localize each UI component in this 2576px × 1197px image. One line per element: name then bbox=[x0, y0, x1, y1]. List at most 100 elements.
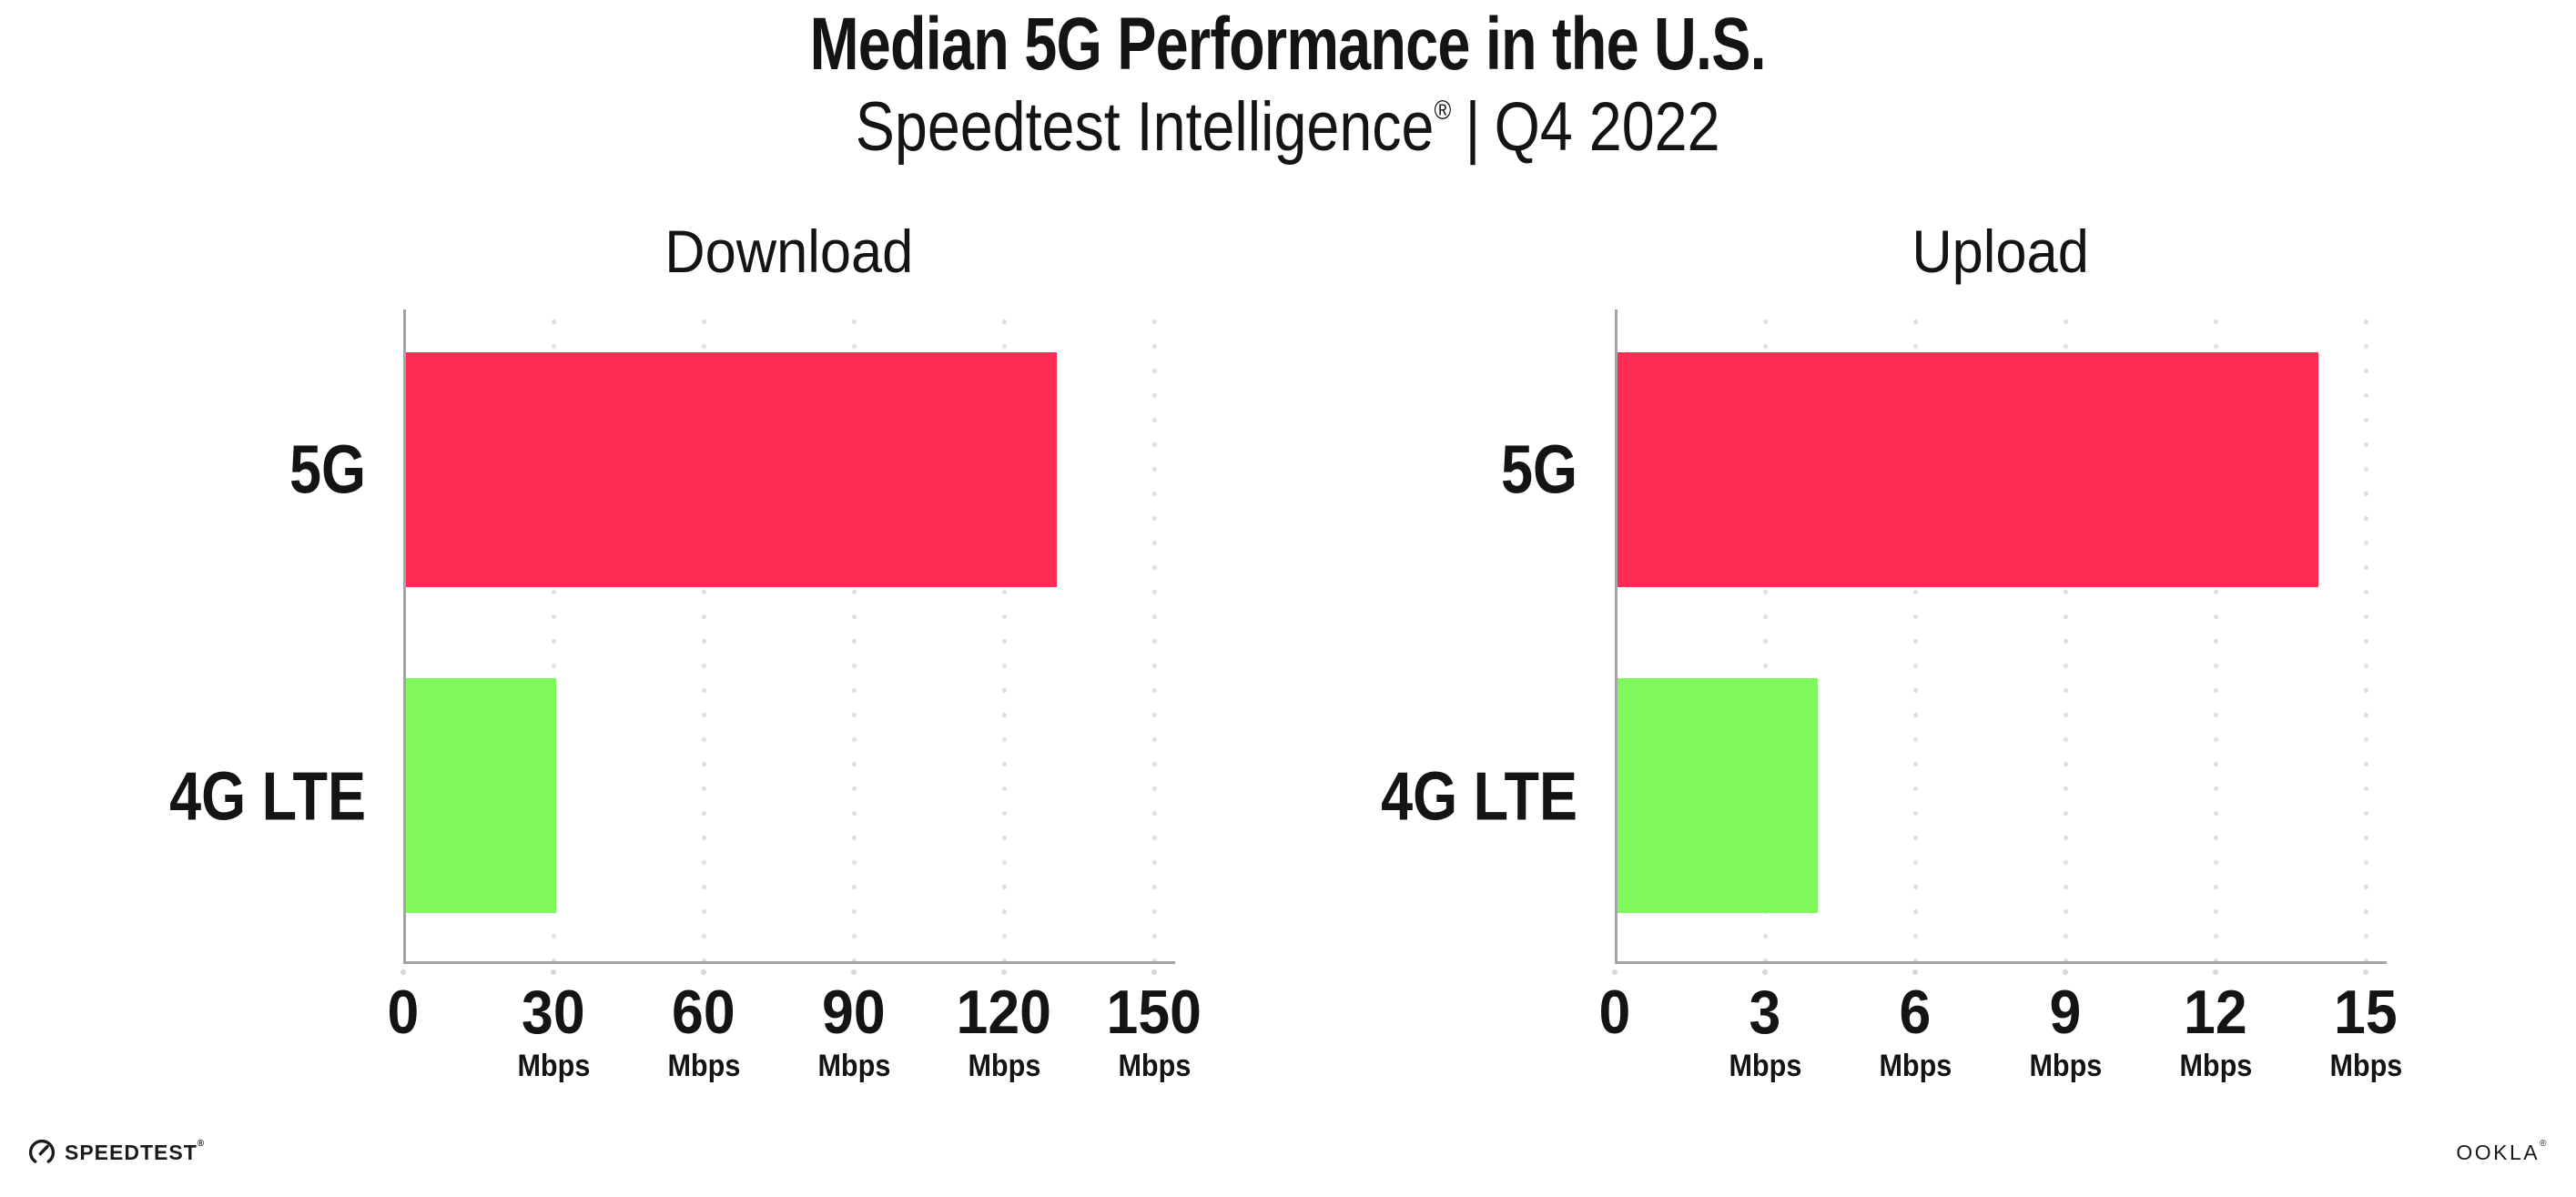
x-tick-value: 9 bbox=[1983, 981, 2147, 1043]
axis-tick-dot-9 bbox=[2063, 969, 2068, 975]
x-tick-label-0: 0 bbox=[321, 981, 485, 1043]
gridline-30 bbox=[552, 309, 556, 961]
speedtest-gauge-icon bbox=[28, 1139, 56, 1166]
axis-tick-dot-3 bbox=[1762, 969, 1768, 975]
x-tick-label-90: 90 Mbps bbox=[772, 981, 936, 1081]
x-tick-value: 0 bbox=[1533, 981, 1697, 1043]
gridline-12 bbox=[2214, 309, 2218, 961]
speedtest-logo: SPEEDTEST® bbox=[27, 1138, 205, 1167]
x-tick-value-text: 0 bbox=[1598, 978, 1631, 1047]
upload-panel-title-text: Upload bbox=[1912, 218, 2090, 285]
x-tick-label-30: 30 Mbps bbox=[472, 981, 635, 1081]
x-tick-value: 30 bbox=[472, 981, 635, 1043]
category-label-text: 4G LTE bbox=[169, 757, 366, 835]
x-tick-label-9: 9 Mbps bbox=[1983, 981, 2147, 1081]
gridline-9 bbox=[2064, 309, 2068, 961]
x-tick-value-text: 9 bbox=[2049, 978, 2082, 1047]
axis-tick-dot-150 bbox=[1151, 969, 1157, 975]
chart-title: Median 5G Performance in the U.S. bbox=[0, 5, 2576, 84]
category-label-text: 4G LTE bbox=[1381, 757, 1577, 835]
speedtest-logo-text: SPEEDTEST® bbox=[65, 1138, 206, 1165]
footer: SPEEDTEST® OOKLA® bbox=[27, 1132, 2549, 1172]
x-tick-value-text: 0 bbox=[387, 978, 420, 1047]
x-tick-value-text: 30 bbox=[522, 978, 585, 1047]
x-tick-value-text: 3 bbox=[1749, 978, 1781, 1047]
category-label-4g-lte: 4G LTE bbox=[132, 757, 366, 835]
x-tick-unit-text: Mbps bbox=[2329, 1049, 2402, 1083]
x-tick-unit-text: Mbps bbox=[1729, 1049, 1801, 1083]
x-tick-label-60: 60 Mbps bbox=[622, 981, 786, 1081]
download-panel-title-text: Download bbox=[664, 218, 914, 285]
upload-x-axis-line bbox=[1615, 961, 2387, 964]
category-label-4g-lte: 4G LTE bbox=[1344, 757, 1577, 835]
x-tick-value-text: 150 bbox=[1106, 978, 1202, 1047]
download-y-axis-line bbox=[403, 309, 406, 964]
bar-5g bbox=[406, 352, 1057, 587]
x-tick-unit-text: Mbps bbox=[817, 1049, 890, 1083]
x-tick-value: 3 bbox=[1683, 981, 1847, 1043]
bar-4g-lte bbox=[1618, 678, 1818, 913]
x-tick-value: 150 bbox=[1072, 981, 1236, 1043]
speedtest-wordmark: SPEEDTEST bbox=[65, 1140, 198, 1164]
x-tick-unit: Mbps bbox=[622, 1050, 786, 1081]
x-tick-value: 15 bbox=[2284, 981, 2448, 1043]
x-tick-unit-text: Mbps bbox=[1879, 1049, 1952, 1083]
ookla-wordmark: OOKLA bbox=[2456, 1140, 2541, 1164]
x-tick-unit: Mbps bbox=[1683, 1050, 1847, 1081]
x-tick-unit-text: Mbps bbox=[2179, 1049, 2252, 1083]
gridline-150 bbox=[1152, 309, 1157, 961]
axis-tick-dot-12 bbox=[2213, 969, 2218, 975]
x-tick-value: 90 bbox=[772, 981, 936, 1043]
x-tick-label-3: 3 Mbps bbox=[1683, 981, 1847, 1081]
axis-tick-dot-15 bbox=[2363, 969, 2368, 975]
x-tick-value-text: 60 bbox=[672, 978, 735, 1047]
x-tick-unit: Mbps bbox=[472, 1050, 635, 1081]
gridline-60 bbox=[702, 309, 706, 961]
x-tick-unit-text: Mbps bbox=[968, 1049, 1040, 1083]
axis-tick-dot-120 bbox=[1001, 969, 1007, 975]
x-tick-unit-text: Mbps bbox=[1118, 1049, 1191, 1083]
chart-subtitle: Speedtest Intelligence® | Q4 2022 bbox=[0, 91, 2576, 164]
download-x-axis-line bbox=[403, 961, 1175, 964]
x-tick-unit: Mbps bbox=[1983, 1050, 2147, 1081]
x-tick-value-text: 12 bbox=[2184, 978, 2247, 1047]
upload-panel-title: Upload bbox=[1615, 221, 2387, 281]
subtitle-separator: | bbox=[1465, 88, 1481, 166]
subtitle-period: Q4 2022 bbox=[1495, 88, 1720, 166]
upload-plot: 0 3 Mbps 6 Mbps 9 Mbps 12 Mbps 15 Mbps 5G 4G LTE bbox=[1381, 309, 2402, 1081]
x-tick-unit-text: Mbps bbox=[667, 1049, 740, 1083]
x-tick-label-0: 0 bbox=[1533, 981, 1697, 1043]
x-tick-value-text: 6 bbox=[1899, 978, 1932, 1047]
speedtest-registered-mark: ® bbox=[197, 1138, 206, 1149]
category-label-5g: 5G bbox=[275, 431, 366, 508]
x-tick-value-text: 90 bbox=[822, 978, 886, 1047]
category-label-text: 5G bbox=[289, 431, 366, 508]
axis-tick-dot-6 bbox=[1912, 969, 1918, 975]
x-tick-label-6: 6 Mbps bbox=[1833, 981, 1997, 1081]
ookla-registered-mark: ® bbox=[2540, 1138, 2549, 1149]
x-tick-value: 12 bbox=[2134, 981, 2297, 1043]
x-tick-value: 0 bbox=[321, 981, 485, 1043]
ookla-logo-text: OOKLA® bbox=[2456, 1138, 2549, 1164]
axis-tick-dot-30 bbox=[551, 969, 556, 975]
x-tick-unit-text: Mbps bbox=[517, 1049, 590, 1083]
upload-y-axis-line bbox=[1615, 309, 1618, 964]
x-tick-unit: Mbps bbox=[922, 1050, 1086, 1081]
x-tick-value-text: 15 bbox=[2334, 978, 2398, 1047]
x-tick-value: 6 bbox=[1833, 981, 1997, 1043]
category-label-text: 5G bbox=[1500, 431, 1577, 508]
axis-tick-dot-0 bbox=[401, 969, 406, 975]
bar-5g bbox=[1618, 352, 2318, 587]
x-tick-value: 60 bbox=[622, 981, 786, 1043]
chart-title-text: Median 5G Performance in the U.S. bbox=[809, 3, 1767, 86]
x-tick-unit: Mbps bbox=[1072, 1050, 1236, 1081]
gridline-15 bbox=[2364, 309, 2368, 961]
x-tick-value: 120 bbox=[922, 981, 1086, 1043]
x-tick-unit: Mbps bbox=[2284, 1050, 2448, 1081]
download-panel-title: Download bbox=[403, 221, 1175, 281]
registered-mark: ® bbox=[1434, 96, 1452, 126]
gridline-120 bbox=[1002, 309, 1007, 961]
subtitle-brand: Speedtest Intelligence bbox=[856, 88, 1435, 166]
x-tick-label-150: 150 Mbps bbox=[1072, 981, 1236, 1081]
